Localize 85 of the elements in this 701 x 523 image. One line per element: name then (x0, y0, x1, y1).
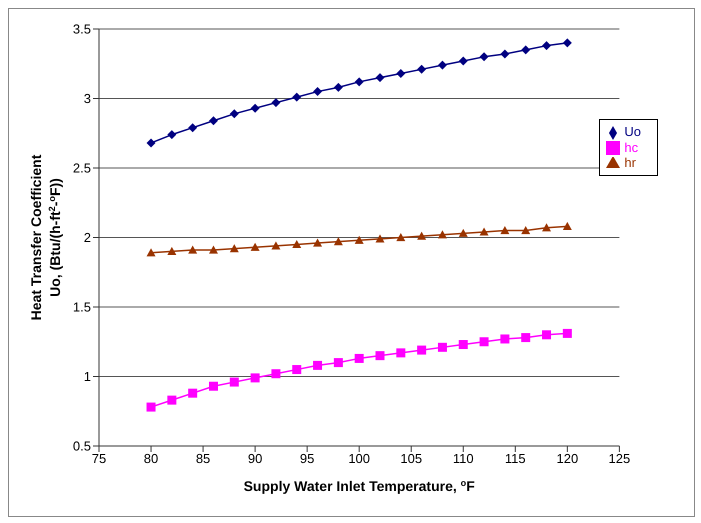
point (292, 92, 302, 102)
point (521, 226, 530, 234)
x-tick-label: 115 (504, 451, 526, 466)
y-tick-label: 3.5 (72, 22, 91, 37)
point (313, 360, 322, 370)
point (208, 116, 218, 126)
point (230, 244, 239, 252)
point (376, 351, 385, 360)
point (146, 402, 156, 412)
x-tick-label: 75 (92, 451, 106, 466)
point (230, 109, 239, 118)
point (334, 358, 343, 368)
point (521, 333, 530, 342)
y-tick-label: 1.5 (72, 300, 91, 315)
x-tick-label: 85 (196, 451, 210, 466)
point (438, 60, 447, 70)
x-tick-label: 110 (452, 451, 474, 466)
point (208, 246, 218, 254)
point (562, 222, 572, 230)
y-tick-label: 2 (84, 230, 91, 246)
x-tick-label: 80 (144, 451, 158, 466)
point (376, 73, 385, 82)
legend-label: hr (624, 155, 636, 170)
x-tick-label: 125 (608, 451, 630, 466)
point (417, 232, 426, 240)
point (188, 388, 198, 398)
point (542, 223, 552, 232)
point (250, 104, 260, 113)
legend-label: hc (624, 140, 638, 155)
point (292, 240, 302, 248)
point (271, 98, 280, 108)
point (188, 123, 198, 132)
point (146, 248, 156, 256)
point (167, 396, 176, 405)
point (480, 337, 489, 346)
point (562, 38, 572, 48)
x-tick-label: 90 (248, 451, 262, 466)
point (458, 56, 468, 66)
point (417, 64, 426, 74)
point (562, 328, 572, 338)
y-tick-label: 1 (84, 369, 91, 384)
point (500, 226, 510, 234)
point (334, 237, 343, 246)
x-tick-label: 95 (300, 451, 314, 466)
x-axis-title: Supply Water Inlet Temperature, $^{o}$F (244, 478, 476, 494)
point (167, 246, 176, 255)
y-tick-label: 3 (84, 91, 91, 106)
point (542, 41, 552, 50)
legend-label: Uo (624, 124, 641, 139)
point (376, 234, 385, 242)
point (542, 330, 552, 340)
point (500, 50, 510, 59)
x-tick-label: 105 (400, 451, 422, 466)
point (271, 369, 280, 378)
point (396, 233, 406, 242)
point (313, 238, 322, 247)
point (396, 348, 406, 358)
point (230, 378, 239, 387)
point (271, 241, 280, 250)
x-tick-label: 100 (348, 451, 370, 466)
point (438, 342, 447, 352)
point (354, 77, 364, 86)
point (438, 230, 447, 238)
point (313, 87, 322, 96)
point (354, 236, 364, 244)
point (458, 340, 468, 350)
point (167, 130, 176, 140)
x-tick-label: 120 (556, 451, 578, 466)
point (208, 382, 218, 391)
y-tick-label: 0.5 (72, 438, 91, 454)
point (292, 365, 302, 374)
point (480, 52, 489, 62)
point (396, 68, 406, 78)
point (250, 373, 260, 382)
point (500, 334, 510, 344)
point (354, 354, 364, 363)
point (250, 242, 260, 251)
point (334, 82, 343, 92)
point (521, 45, 530, 54)
point (480, 227, 489, 236)
point (458, 228, 468, 237)
point (188, 246, 198, 254)
point (417, 346, 426, 355)
point (146, 138, 156, 148)
y-tick-label: 2.5 (72, 160, 91, 176)
